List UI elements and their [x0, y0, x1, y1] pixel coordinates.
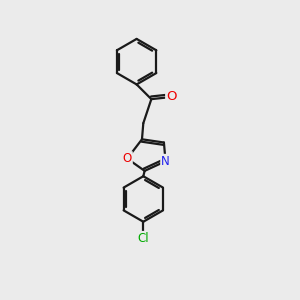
Text: O: O — [123, 152, 132, 165]
Text: O: O — [166, 91, 177, 103]
Text: N: N — [161, 155, 170, 168]
Text: Cl: Cl — [137, 232, 149, 245]
